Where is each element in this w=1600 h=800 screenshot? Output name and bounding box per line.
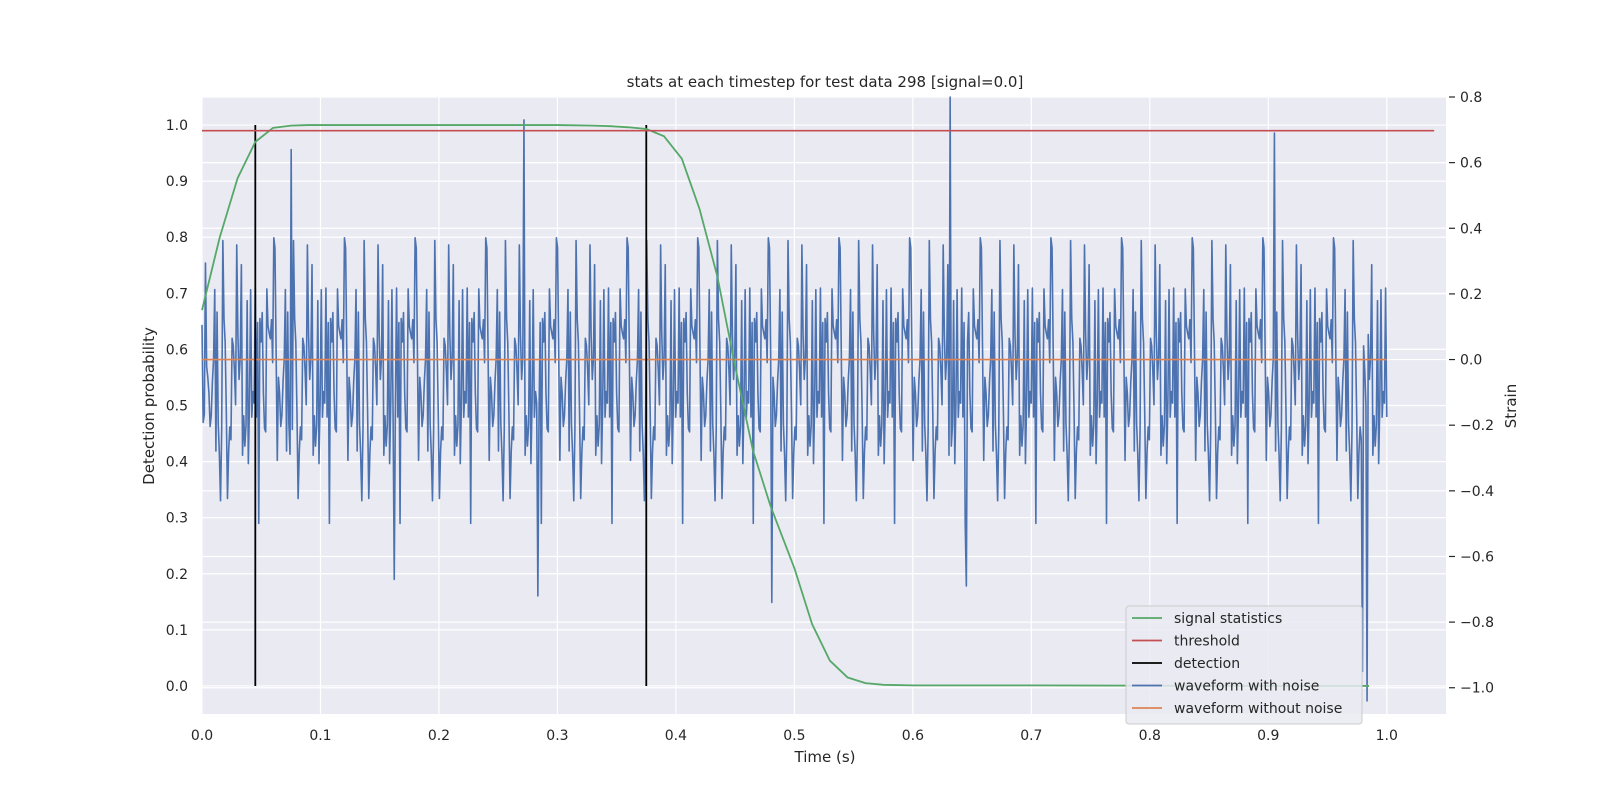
legend-label: waveform without noise: [1174, 701, 1342, 717]
series-layer: [201, 96, 1435, 702]
y-right-tick-label: −0.8: [1460, 615, 1494, 631]
y-left-tick-label: 0.4: [166, 455, 188, 471]
chart-title: stats at each timestep for test data 298…: [627, 73, 1024, 91]
y-left-tick-label: 0.1: [166, 623, 188, 639]
legend-box: [1125, 605, 1363, 725]
y-left-tick-label: 1.0: [166, 118, 188, 134]
x-tick-label: 0.2: [428, 728, 450, 744]
x-tick-label: 0.0: [191, 728, 213, 744]
series-waveform-with-noise: [201, 96, 1388, 702]
y-right-tick-label: 0.0: [1460, 353, 1482, 369]
y-left-tick-label: 0.6: [166, 342, 188, 358]
x-tick-label: 0.4: [665, 728, 687, 744]
x-tick-label: 0.5: [783, 728, 805, 744]
y-left-tick-label: 0.5: [166, 399, 188, 415]
legend-label: detection: [1174, 656, 1240, 672]
x-tick-label: 0.7: [1020, 728, 1042, 744]
y-right-tick-label: −0.6: [1460, 549, 1494, 565]
x-axis-ticks: 0.0 0.1 0.2 0.3 0.4 0.5 0.6 0.7 0.8 0.9 1.0: [191, 728, 1398, 744]
y-right-tick-label: 0.2: [1460, 287, 1482, 303]
y-left-tick-label: 0.3: [166, 511, 188, 527]
y-left-tick-label: 0.0: [166, 679, 188, 695]
x-tick-label: 0.1: [309, 728, 331, 744]
y-right-tick-label: 0.6: [1460, 156, 1482, 172]
legend-label: signal statistics: [1174, 611, 1282, 627]
y-right-tick-label: 0.8: [1460, 90, 1482, 106]
y-right-axis-title: Strain: [1502, 384, 1520, 428]
y-left-axis-title: Detection probability: [140, 327, 158, 485]
y-left-tick-label: 0.7: [166, 286, 188, 302]
x-tick-label: 0.9: [1257, 728, 1279, 744]
legend-label: waveform with noise: [1174, 679, 1319, 695]
series-signal-statistics: [201, 124, 1369, 687]
y-right-tick-label: −1.0: [1460, 681, 1494, 697]
legend: signal statistics threshold detection wavef…: [1125, 605, 1363, 725]
y-left-tick-label: 0.2: [166, 567, 188, 583]
x-tick-label: 0.3: [546, 728, 568, 744]
x-axis-title: Time (s): [794, 748, 856, 766]
x-tick-label: 1.0: [1376, 728, 1398, 744]
y-right-tick-label: 0.4: [1460, 221, 1482, 237]
y-right-tick-label: −0.4: [1460, 484, 1494, 500]
y-left-tick-label: 0.9: [166, 174, 188, 190]
y-left-tick-label: 0.8: [166, 230, 188, 246]
x-tick-label: 0.8: [1139, 728, 1161, 744]
y-left-axis-ticks: 0.0 0.1 0.2 0.3 0.4 0.5 0.6 0.7 0.8 0.9 1.0: [166, 118, 188, 695]
y-right-axis-ticks: −1.0 −0.8 −0.6 −0.4 −0.2 0.0 0.2 0.4 0.6 0.8: [1449, 90, 1494, 697]
x-tick-label: 0.6: [902, 728, 924, 744]
y-right-tick-label: −0.2: [1460, 418, 1494, 434]
legend-label: threshold: [1174, 634, 1240, 650]
